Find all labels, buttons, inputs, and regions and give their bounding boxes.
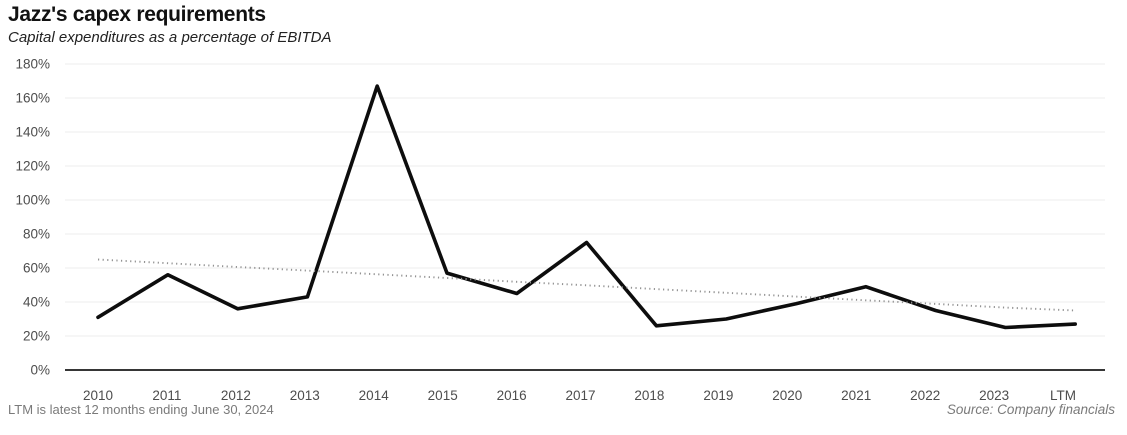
x-axis-tick-labels: 2010 2011 2012 2013 2014 2015 2016 2017 2018 2019… — [83, 388, 1076, 403]
y-tick-label: 140% — [15, 125, 50, 140]
x-tick-label: 2016 — [497, 388, 527, 403]
gridlines — [65, 63, 1105, 337]
y-tick-label: 40% — [23, 295, 50, 310]
data-line — [96, 84, 1077, 330]
y-tick-label: 60% — [23, 261, 50, 276]
x-tick-label: 2012 — [221, 388, 251, 403]
x-tick-label: 2018 — [634, 388, 664, 403]
x-tick-label: 2011 — [152, 388, 181, 403]
chart-title: Jazz's capex requirements — [8, 3, 266, 26]
y-tick-label: 120% — [15, 159, 50, 174]
x-tick-label: 2023 — [979, 388, 1009, 403]
source-credit: Source: Company financials — [946, 402, 1115, 417]
x-tick-label: 2022 — [910, 388, 940, 403]
series-lines — [96, 84, 1077, 330]
x-tick-label: LTM — [1050, 388, 1076, 403]
x-tick-label: 2021 — [841, 388, 871, 403]
x-tick-label: 2015 — [428, 388, 458, 403]
x-tick-label: 2020 — [772, 388, 802, 403]
footnote: LTM is latest 12 months ending June 30, … — [8, 402, 274, 417]
y-tick-label: 80% — [23, 227, 50, 242]
x-tick-label: 2019 — [703, 388, 733, 403]
chart-subtitle: Capital expenditures as a percentage of … — [8, 29, 332, 46]
trend-line — [97, 258, 1076, 312]
y-tick-label: 160% — [15, 91, 50, 106]
y-axis-tick-labels: 0% 20% 40% 60% 80% 100% 120% 140% 160% 180% — [15, 57, 50, 378]
y-tick-label: 0% — [30, 363, 50, 378]
x-tick-label: 2017 — [565, 388, 595, 403]
y-tick-label: 180% — [15, 57, 50, 72]
x-tick-label: 2010 — [83, 388, 113, 403]
y-tick-label: 20% — [23, 329, 50, 344]
y-tick-label: 100% — [15, 193, 50, 208]
x-tick-label: 2014 — [359, 388, 390, 403]
x-tick-label: 2013 — [290, 388, 320, 403]
